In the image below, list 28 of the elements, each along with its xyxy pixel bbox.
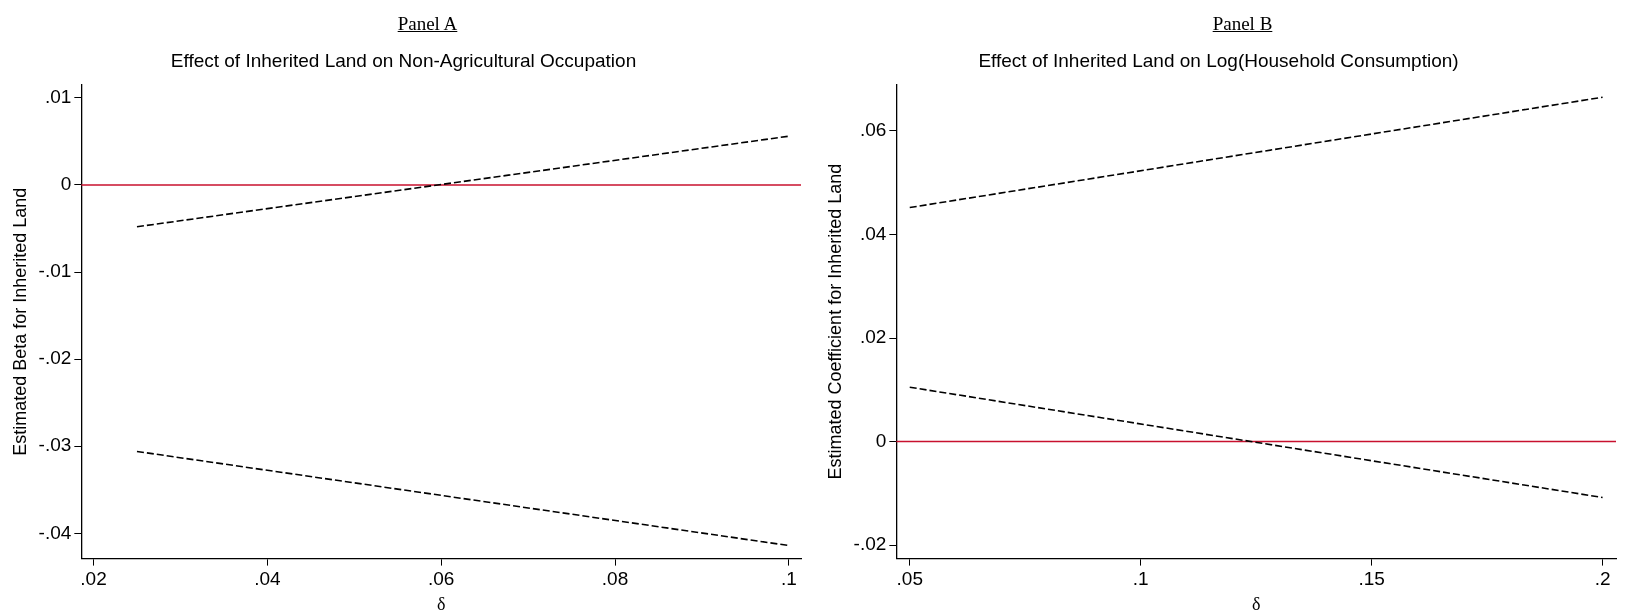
x-tick-label: .02 (80, 568, 107, 590)
y-tick-label: -.03 (38, 434, 72, 456)
x-tick-label: .08 (601, 568, 629, 590)
y-tick-label: .06 (859, 119, 887, 141)
x-tick-label: .1 (1132, 568, 1149, 590)
y-tick-label: 0 (60, 173, 72, 195)
y-tick-label: .01 (44, 86, 72, 108)
y-tick-label: -.02 (38, 347, 72, 369)
y-axis-title: Estimated Coefficient for Inherited Land (824, 163, 845, 480)
y-tick-label: -.02 (853, 533, 887, 555)
y-axis-title: Estimated Beta for Inherited Land (9, 187, 30, 456)
y-tick-label: 0 (875, 429, 887, 451)
y-tick-label: -.01 (38, 260, 72, 282)
chart-title: Panel A (396, 12, 459, 36)
y-tick-label: -.04 (38, 521, 72, 543)
x-tick-label: .15 (1358, 568, 1385, 590)
y-tick-label: .04 (859, 222, 887, 244)
chart-subtitle: Effect of Inherited Land on Log(Household Consumption) (978, 49, 1459, 71)
x-tick-label: .06 (427, 568, 455, 590)
x-axis-title: δ (436, 593, 446, 614)
y-tick-label: .02 (859, 326, 887, 348)
x-tick-label: .1 (780, 568, 797, 590)
chart-title: Panel B (1211, 12, 1274, 36)
x-tick-label: .05 (896, 568, 923, 590)
chart-subtitle: Effect of Inherited Land on Non-Agricultural Occupation (170, 49, 637, 71)
x-tick-label: .2 (1594, 568, 1611, 590)
x-axis-title: δ (1251, 593, 1261, 614)
x-tick-label: .04 (254, 568, 281, 590)
